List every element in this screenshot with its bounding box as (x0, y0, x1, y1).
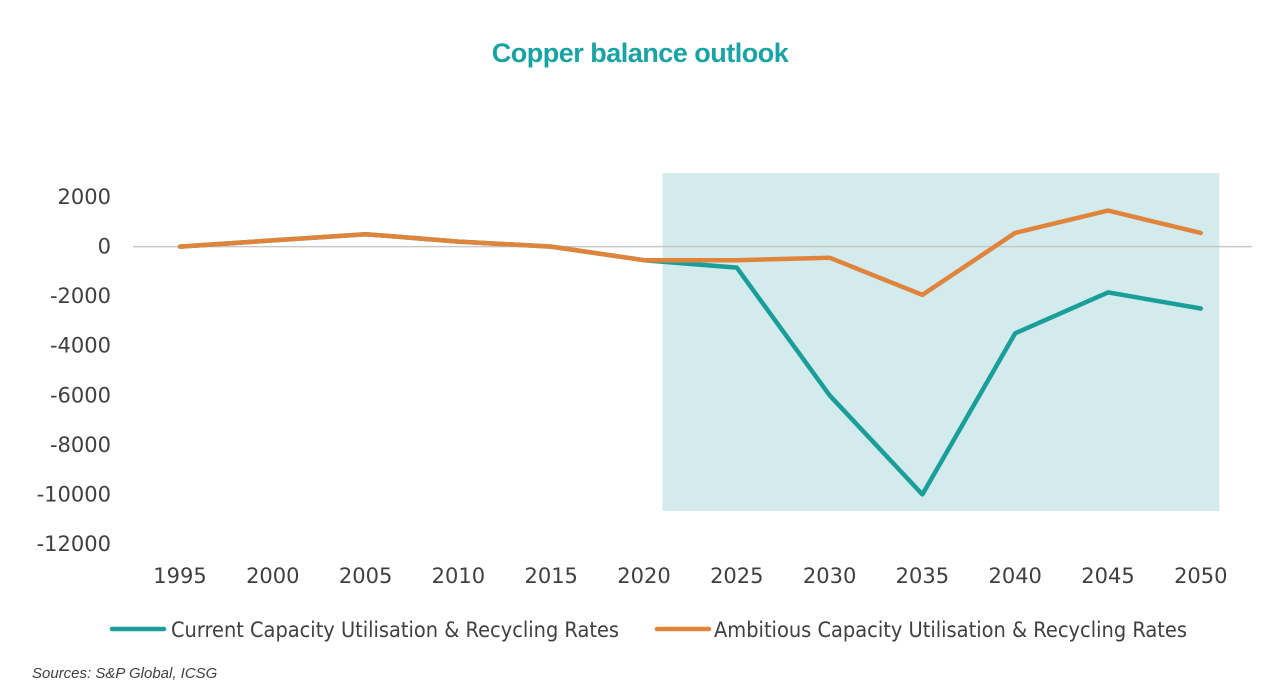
y-tick-label: -4000 (50, 334, 111, 358)
y-tick-label: -12000 (37, 532, 111, 556)
y-axis-ticks: 2000 0 -2000 -4000 -6000 -8000 -10000 -12000 (37, 185, 111, 556)
y-tick-label: 0 (98, 235, 111, 259)
x-tick-label: 2040 (988, 564, 1041, 588)
x-tick-label: 2020 (617, 564, 670, 588)
legend: Current Capacity Utilisation & Recycling… (109, 618, 1187, 642)
x-tick-label: 2015 (524, 564, 577, 588)
x-tick-label: 1995 (153, 564, 206, 588)
y-tick-label: -2000 (50, 284, 111, 308)
legend-label-current: Current Capacity Utilisation & Recycling… (171, 618, 619, 642)
x-tick-label: 2050 (1174, 564, 1227, 588)
x-tick-label: 2010 (432, 564, 485, 588)
x-tick-label: 2045 (1081, 564, 1134, 588)
series-line-ambitious (177, 208, 1204, 298)
x-tick-label: 2000 (246, 564, 299, 588)
x-axis-ticks: 1995 2000 2005 2010 2015 2020 2025 2030 2035 2040… (153, 564, 1227, 588)
x-tick-label: 2025 (710, 564, 763, 588)
x-tick-label: 2005 (339, 564, 392, 588)
y-tick-label: -8000 (50, 433, 111, 457)
source-note: Sources: S&P Global, ICSG (32, 665, 218, 682)
series-line-ambitious-points (179, 210, 1201, 296)
forecast-highlight-region (662, 173, 1220, 511)
y-tick-label: 2000 (58, 185, 111, 209)
x-tick-label: 2035 (896, 564, 949, 588)
x-tick-label: 2030 (803, 564, 856, 588)
line-chart: 2000 0 -2000 -4000 -6000 -8000 -10000 -12000 19… (37, 173, 1252, 642)
series-lines (177, 208, 1204, 497)
y-tick-label: -10000 (37, 482, 111, 506)
legend-label-ambitious: Ambitious Capacity Utilisation & Recycli… (714, 618, 1187, 642)
chart-title: Copper balance outlook (491, 38, 789, 68)
y-tick-label: -6000 (50, 383, 111, 407)
